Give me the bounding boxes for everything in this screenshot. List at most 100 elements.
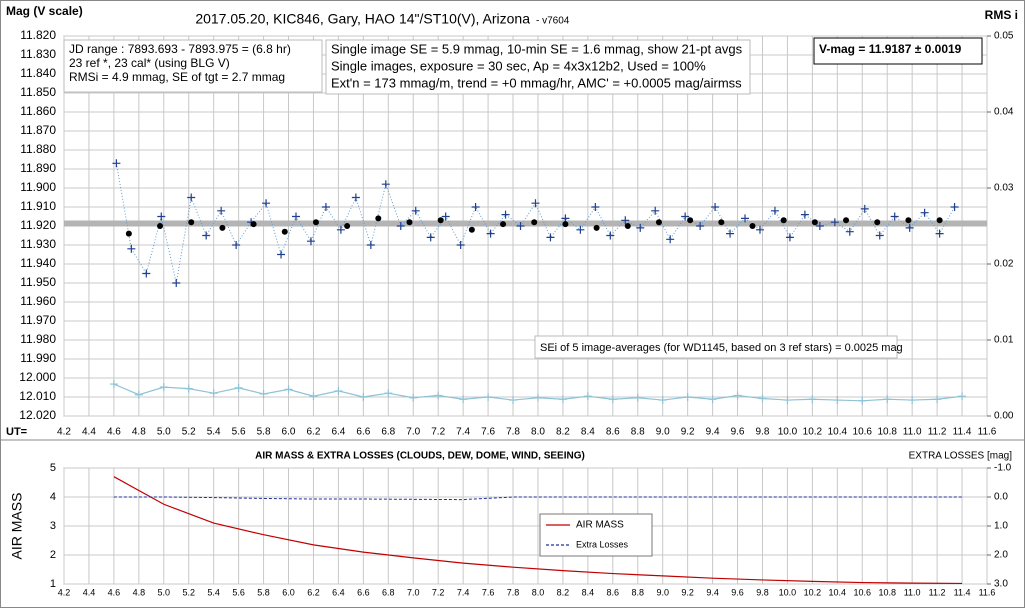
x-tick-label: 6.0 [282, 587, 295, 597]
x-tick-label: 9.0 [656, 427, 670, 438]
point [687, 217, 694, 224]
point [291, 212, 300, 221]
point [309, 392, 318, 401]
point [359, 393, 368, 401]
point [843, 217, 850, 224]
x-tick-label: 7.6 [482, 587, 495, 597]
x-tick-label: 11.0 [903, 427, 922, 438]
chart-title: 2017.05.20, KIC846, Gary, HAO 14"/ST10(V… [195, 11, 530, 27]
x-tick-label: 11.0 [904, 587, 921, 597]
point [936, 217, 943, 224]
x-tick-label: 6.6 [357, 587, 370, 597]
annotation-text: RMSi = 4.9 mmag, SE of tgt = 2.7 mmag [69, 70, 285, 84]
x-tick-label: 6.2 [307, 427, 321, 438]
x-tick-label: 7.8 [506, 427, 520, 438]
x-tick-label: 10.4 [828, 427, 848, 438]
x-tick-label: 5.4 [207, 587, 220, 597]
legend-label: Extra Losses [576, 539, 629, 549]
y2-axis-label: RMS i [985, 8, 1018, 22]
point [561, 214, 570, 223]
point [920, 208, 929, 217]
x-tick-label: 5.4 [207, 427, 221, 438]
point [112, 159, 121, 168]
annotation-box [534, 335, 898, 359]
point [336, 225, 345, 234]
x-tick-label: 4.8 [133, 587, 146, 597]
x-tick-label: 8.6 [606, 427, 620, 438]
x-tick-label: 6.4 [332, 587, 345, 597]
x-tick-label: 10.6 [853, 427, 873, 438]
point [908, 396, 917, 405]
x-tick-label: 9.6 [731, 427, 745, 438]
x-tick-label: 7.0 [406, 427, 420, 438]
y-axis-label: AIR MASS [9, 493, 25, 560]
x-tick-label: 9.6 [731, 587, 744, 597]
x-tick-label: 7.0 [407, 587, 420, 597]
point [651, 206, 660, 215]
point [780, 217, 787, 224]
y2-tick-label: 0.01 [994, 335, 1014, 346]
point [749, 223, 756, 229]
point [172, 279, 181, 287]
point [666, 235, 675, 244]
y-tick-label: 12.020 [19, 408, 56, 422]
annotation-box [63, 39, 323, 93]
y2-tick-label: 0.02 [994, 259, 1014, 270]
point [486, 229, 495, 238]
point [259, 389, 268, 398]
y-tick-label: 11.890 [20, 161, 56, 175]
point [531, 219, 538, 226]
y-tick-label: 11.920 [20, 218, 56, 232]
point [890, 212, 899, 221]
point [683, 393, 692, 401]
point [471, 203, 480, 211]
point [384, 389, 393, 398]
point [883, 395, 892, 404]
point [217, 206, 226, 215]
x-tick-label: 11.4 [954, 587, 971, 597]
point [411, 206, 420, 215]
point [516, 222, 525, 230]
y-tick-label: 11.980 [20, 332, 56, 346]
x-tick-label: 9.2 [681, 587, 694, 597]
point [456, 241, 465, 249]
point [381, 180, 390, 189]
y-tick-label: 11.990 [20, 351, 56, 365]
point [621, 216, 630, 225]
y2-tick-label: 1.0 [994, 521, 1008, 532]
point [783, 396, 792, 405]
y-tick-label: 12.010 [19, 389, 56, 403]
point [875, 231, 884, 240]
x-tick-label: 10.8 [878, 587, 896, 597]
x-tick-label: 4.4 [83, 587, 96, 597]
x-tick-label: 4.6 [108, 587, 121, 597]
annotation-text: Ext'n = 173 mmag/m, trend = +0 mmag/hr, … [331, 75, 742, 90]
point [591, 203, 600, 211]
point [232, 241, 241, 249]
x-tick-label: 6.4 [331, 427, 345, 438]
point [109, 380, 118, 389]
point [234, 383, 243, 392]
point [202, 231, 211, 240]
y2-tick-label: -1.0 [994, 463, 1012, 474]
point [468, 226, 475, 233]
point [845, 227, 854, 236]
x-tick-label: 4.2 [57, 427, 71, 438]
point [321, 203, 330, 211]
annotation-text: Single image SE = 5.9 mmag, 10-min SE = … [331, 41, 743, 56]
point [933, 395, 942, 404]
series-line [113, 496, 963, 501]
x-tick-label: 6.8 [382, 587, 395, 597]
x-tick-label: 9.0 [656, 587, 669, 597]
point [696, 222, 705, 230]
x-tick-label: 4.8 [132, 427, 146, 438]
x-tick-label: 6.6 [356, 427, 370, 438]
point [606, 231, 615, 240]
point [500, 221, 507, 228]
point [833, 396, 842, 405]
x-tick-label: 5.6 [232, 587, 245, 597]
point [187, 193, 196, 202]
point [125, 230, 132, 237]
point [815, 222, 824, 230]
